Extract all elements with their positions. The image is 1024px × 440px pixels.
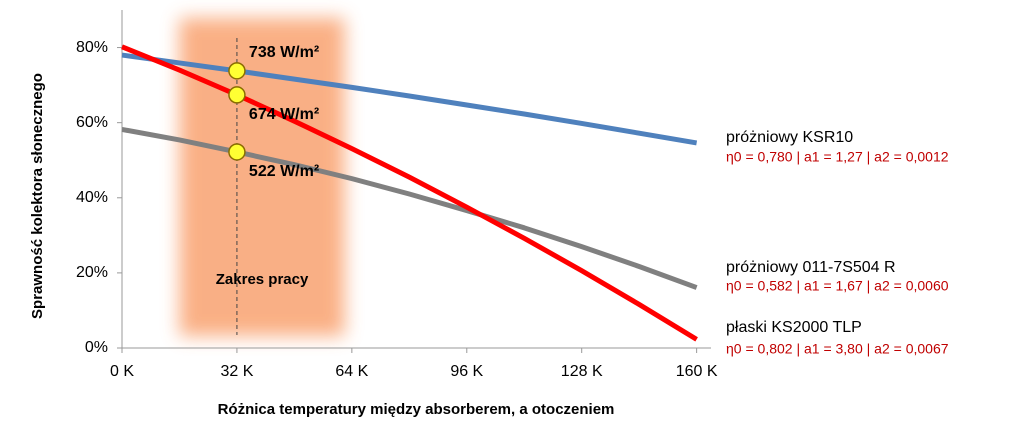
series-line (121, 44, 698, 342)
x-tick-label: 128 K (561, 363, 603, 380)
legend-name: płaski KS2000 TLP (726, 319, 862, 336)
work-range-label: Zakres pracy (216, 271, 309, 288)
operating-point-label: 738 W/m² (249, 44, 319, 61)
y-tick-label: 60% (76, 114, 108, 131)
legend-name: próżniowy KSR10 (726, 129, 853, 146)
x-tick-label: 32 K (220, 363, 253, 380)
series-line (121, 52, 698, 146)
plot-layer: 0% 20% 40% 60% 80% 0 K 32 K 64 K 96 K 128 K 160 K p… (76, 10, 949, 380)
operating-point-label: 674 W/m² (249, 106, 319, 123)
operating-point (228, 143, 246, 161)
series-line (121, 126, 698, 290)
legend-note: η0 = 0,582 | a1 = 1,67 | a2 = 0,0060 (726, 278, 949, 294)
background-layer: Zakres pracy (179, 18, 345, 336)
x-tick-label: 96 K (450, 363, 483, 380)
legend-note: η0 = 0,780 | a1 = 1,27 | a2 = 0,0012 (726, 149, 949, 165)
legend-note: η0 = 0,802 | a1 = 3,80 | a2 = 0,0067 (726, 341, 949, 357)
x-axis-title: Różnica temperatury między absorberem, a… (218, 401, 615, 418)
x-tick-label: 160 K (676, 363, 718, 380)
y-tick-label: 0% (85, 339, 108, 356)
x-tick-label: 0 K (110, 363, 134, 380)
legend-name: próżniowy 011-7S504 R (726, 259, 896, 276)
y-tick-label: 40% (76, 189, 108, 206)
y-tick-label: 80% (76, 39, 108, 56)
operating-point (228, 86, 246, 104)
y-tick-label: 20% (76, 264, 108, 281)
work-range (179, 18, 345, 336)
x-tick-label: 64 K (335, 363, 368, 380)
y-axis-title: Sprawność kolektora słonecznego (29, 73, 46, 319)
operating-point-label: 522 W/m² (249, 163, 319, 180)
operating-point (228, 62, 246, 80)
